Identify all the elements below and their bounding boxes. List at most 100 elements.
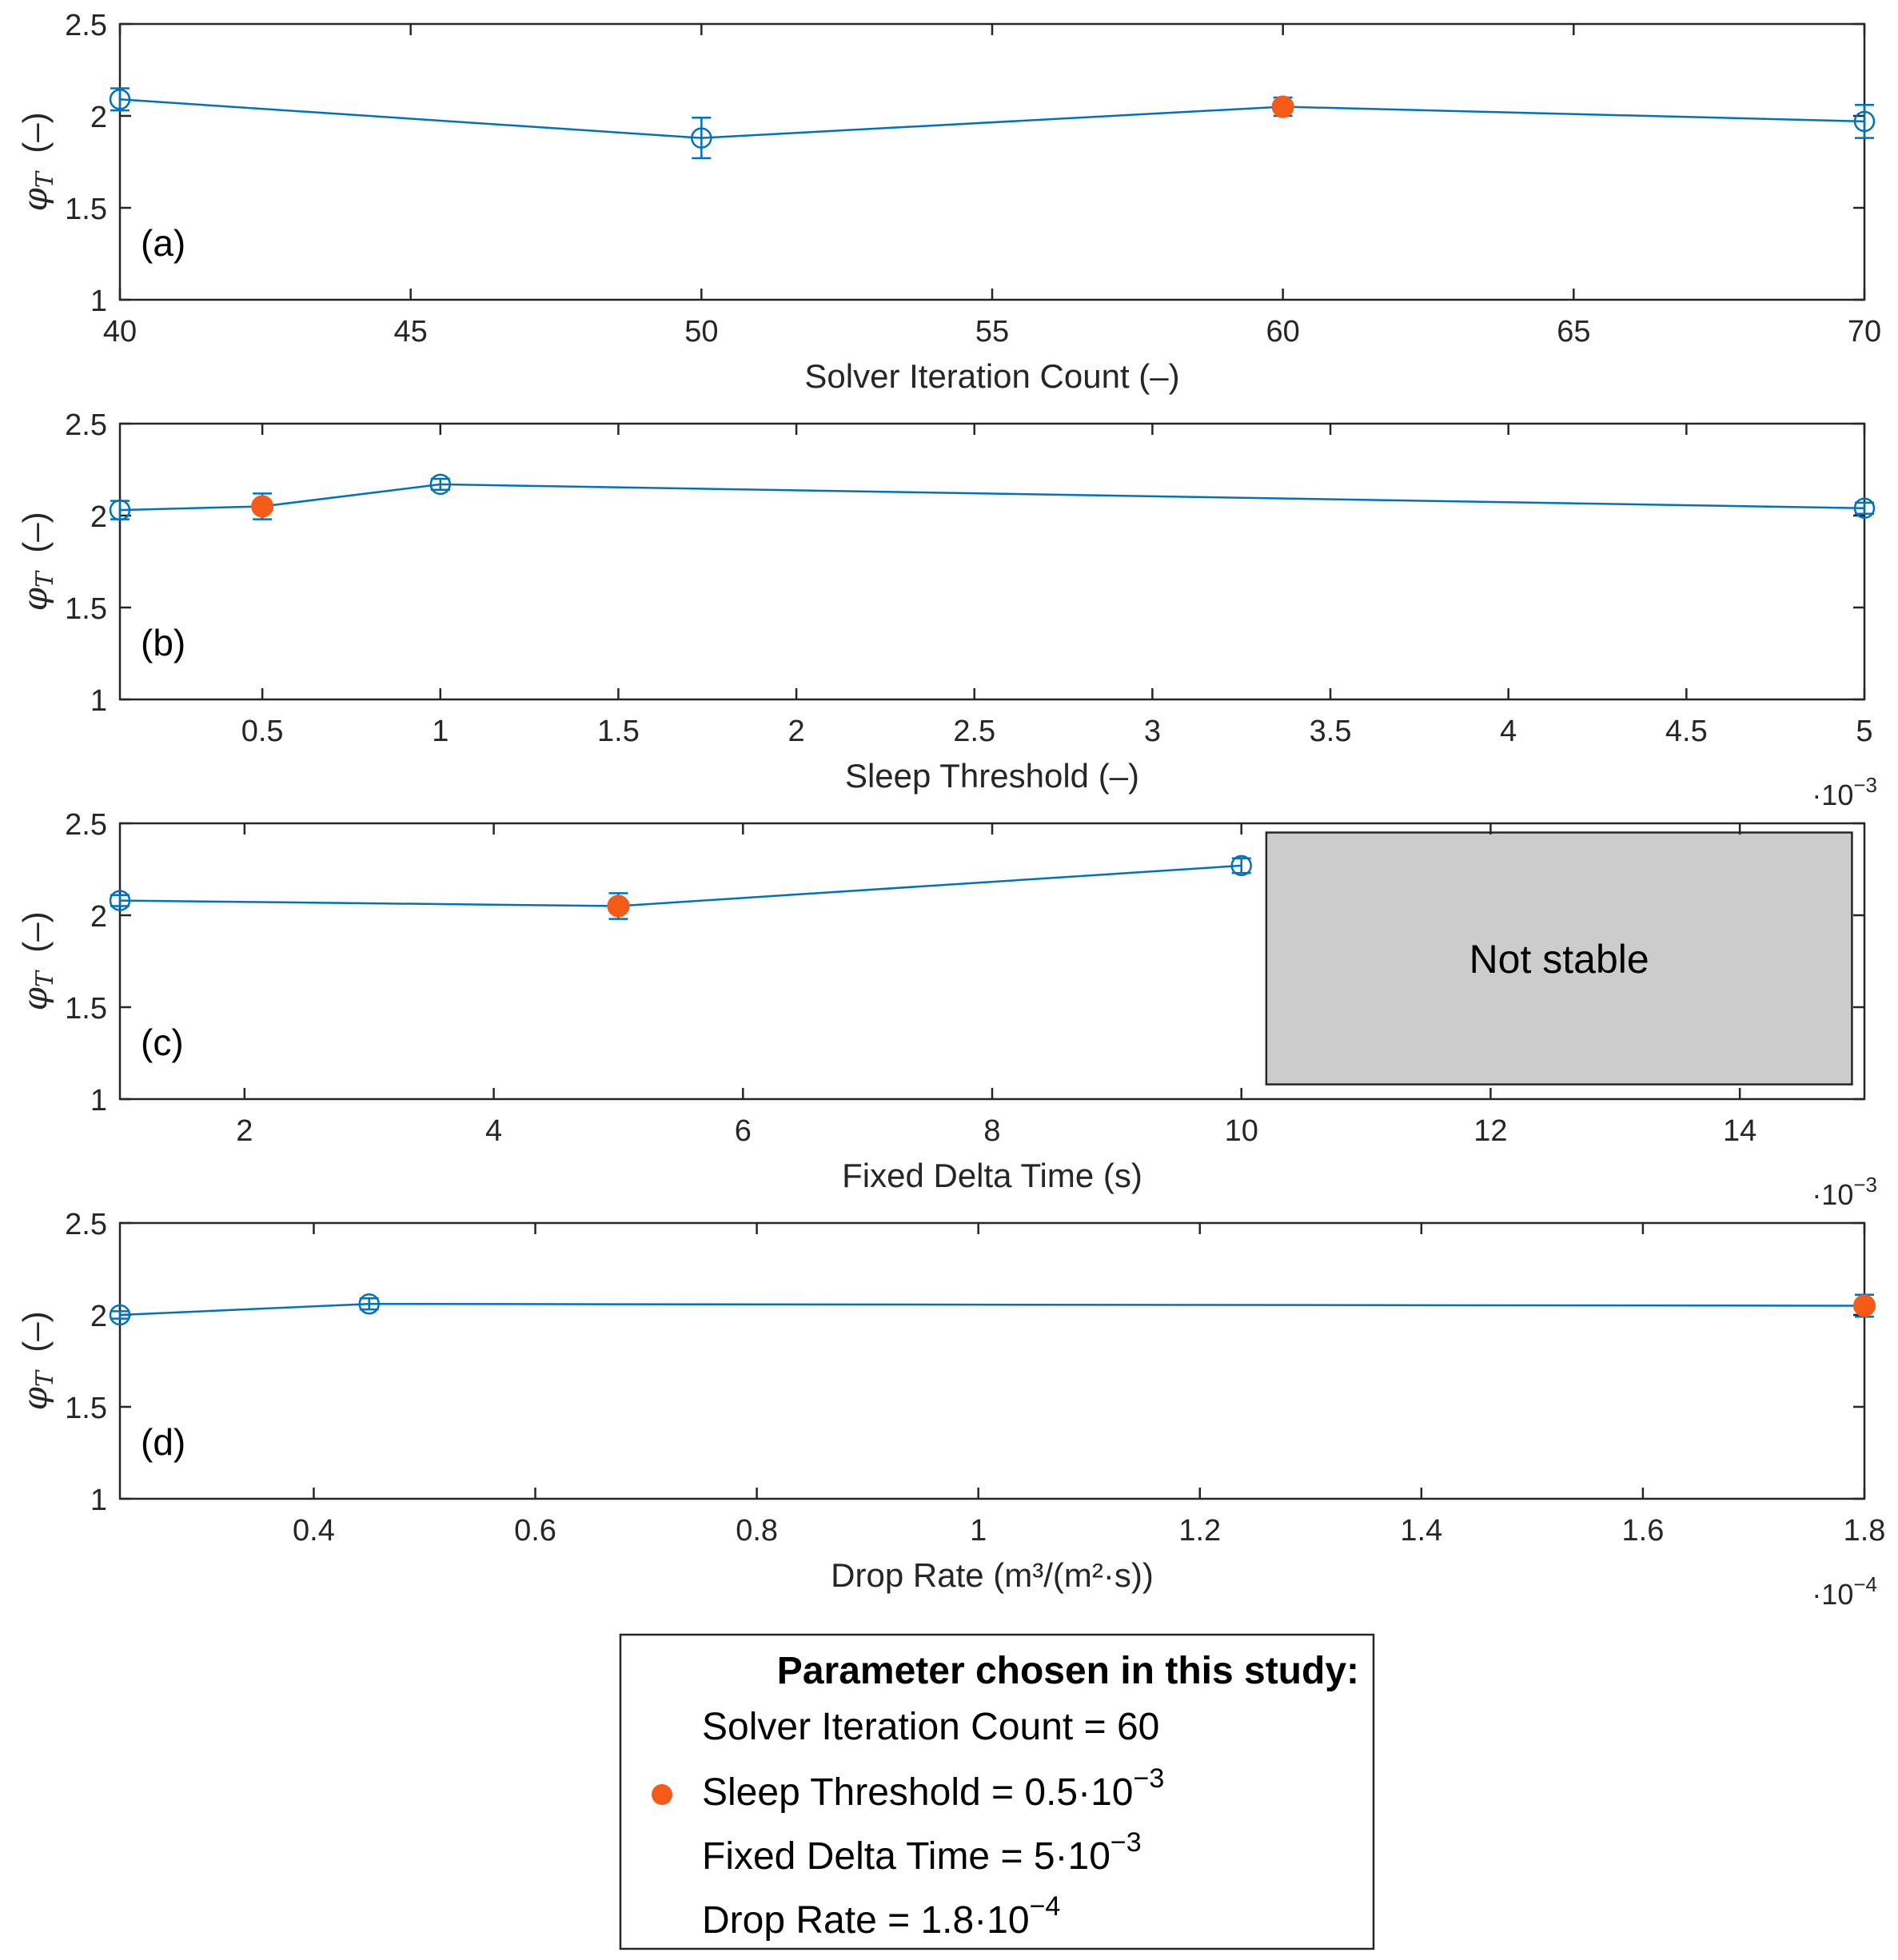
y-tick-label: 2 (90, 900, 107, 934)
legend-box (619, 1633, 1375, 1950)
y-tick-label: 2.5 (65, 1208, 107, 1241)
x-tick-label: 45 (394, 315, 428, 349)
x-tick-label: 1.5 (597, 715, 640, 748)
x-tick-label: 6 (735, 1114, 752, 1148)
y-axis-label: φT (–) (15, 512, 59, 611)
axes-box (118, 1221, 1866, 1500)
data-point (1230, 855, 1252, 877)
legend-entry-drop-exp: −4 (1030, 1891, 1061, 1922)
x-tick-label: 4 (1500, 715, 1517, 748)
data-point (429, 473, 452, 496)
x-tick-label: 1.2 (1178, 1514, 1221, 1548)
unstable-region (1265, 831, 1853, 1086)
y-tick-label: 2.5 (65, 9, 107, 42)
y-tick-label: 2 (90, 101, 107, 134)
legend-entry-solver: Solver Iteration Count = 60 (702, 1706, 1159, 1748)
panel-label: (a) (141, 222, 185, 264)
x-tick-label: 4 (485, 1114, 502, 1148)
y-tick-label: 1 (90, 1084, 107, 1117)
y-tick-label: 1.5 (65, 193, 107, 226)
y-tick-label: 1.5 (65, 1392, 107, 1425)
legend-entry-delta-exp: −3 (1110, 1827, 1142, 1858)
axes-box (118, 22, 1866, 301)
panel-label: (d) (141, 1421, 185, 1463)
x-tick-label: 1.4 (1400, 1514, 1442, 1548)
y-tick-label: 2.5 (65, 808, 107, 842)
x-tick-label: 4.5 (1665, 715, 1708, 748)
x-tick-label: 1 (432, 715, 449, 748)
data-point (109, 89, 131, 110)
legend-chosen-marker (652, 1784, 672, 1805)
x-tick-label: 60 (1266, 315, 1300, 349)
y-tick-label: 1.5 (65, 592, 107, 626)
x-tick-label: 1.8 (1844, 1514, 1886, 1548)
x-tick-label: 40 (103, 315, 137, 349)
series-line (119, 483, 1865, 512)
x-tick-label: 65 (1557, 315, 1590, 349)
y-axis-label: φT (–) (15, 1311, 59, 1410)
data-point (691, 127, 712, 149)
legend-entry-sleep-exp: −3 (1133, 1763, 1164, 1794)
x-tick-label: 0.8 (736, 1514, 778, 1548)
x-tick-label: 70 (1848, 315, 1881, 349)
legend-entry-drop: Drop Rate = 1.8·10−4 (702, 1891, 1060, 1942)
x-axis-label: Sleep Threshold (–) (845, 757, 1139, 795)
axes-box (118, 422, 1866, 701)
x-tick-label: 10 (1225, 1114, 1258, 1148)
x-tick-label: 12 (1473, 1114, 1507, 1148)
x-tick-label: 3.5 (1310, 715, 1352, 748)
x-tick-label: 0.5 (241, 715, 284, 748)
legend-entry-sleep: Sleep Threshold = 0.5·10−3 (702, 1763, 1164, 1814)
x-tick-label: 8 (983, 1114, 1000, 1148)
x-tick-label: 1 (970, 1514, 987, 1548)
y-tick-label: 2 (90, 1300, 107, 1333)
y-tick-label: 2 (90, 500, 107, 534)
panel-d: 1 1.5 2 2.5 0.4 0.6 0.8 1 1.2 1.4 1.6 1.8 Drop Rate … (15, 1208, 1885, 1611)
x-tick-label: 50 (684, 315, 718, 349)
legend-entry-delta: Fixed Delta Time = 5·10−3 (702, 1827, 1142, 1878)
chosen-point (1271, 95, 1294, 118)
x-axis-label: Fixed Delta Time (s) (842, 1157, 1142, 1194)
x-tick-label: 5 (1856, 715, 1872, 748)
x-tick-label: 2 (236, 1114, 253, 1148)
legend-title: Parameter chosen in this study: (777, 1650, 1359, 1692)
panel-a: 1 1.5 2 2.5 40 45 50 55 60 65 70 Solver Iteration C… (15, 9, 1881, 395)
x-tick-label: 2 (788, 715, 805, 748)
y-tick-label: 2.5 (65, 408, 107, 442)
panel-label: (c) (141, 1022, 184, 1063)
chosen-point (1853, 1294, 1876, 1317)
y-tick-label: 1 (90, 684, 107, 718)
x-tick-label: 0.6 (514, 1514, 556, 1548)
unstable-region-label: Not stable (1469, 937, 1649, 982)
x-tick-label: 14 (1723, 1114, 1756, 1148)
x-axis-label: Drop Rate (m³/(m²·s)) (831, 1556, 1154, 1594)
x-tick-label: 0.4 (293, 1514, 335, 1548)
y-tick-label: 1 (90, 1484, 107, 1517)
series-line (119, 1302, 1865, 1317)
data-point (109, 890, 131, 911)
series-line (119, 864, 1242, 907)
x-axis-exponent: ·10−3 (1812, 1173, 1877, 1211)
x-tick-label: 2.5 (953, 715, 995, 748)
chosen-point (607, 894, 630, 918)
data-point (1853, 110, 1876, 133)
data-point (1853, 497, 1876, 520)
data-point (109, 1304, 131, 1326)
x-axis-label: Solver Iteration Count (–) (804, 357, 1179, 395)
panel-b: 1 1.5 2 2.5 0.5 1 1.5 2 2.5 3 3.5 4 4.5 5 Sleep Thresh… (15, 408, 1877, 811)
series-line (119, 98, 1865, 139)
x-axis-exponent: ·10−4 (1812, 1572, 1877, 1611)
data-point (109, 499, 131, 521)
data-point (358, 1293, 380, 1315)
x-tick-label: 1.6 (1622, 1514, 1665, 1548)
x-tick-label: 3 (1144, 715, 1161, 748)
y-tick-label: 1.5 (65, 992, 107, 1026)
y-axis-label: φT (–) (15, 112, 59, 211)
y-axis-label: φT (–) (15, 911, 59, 1010)
x-axis-exponent: ·10−3 (1812, 773, 1877, 811)
chosen-point (251, 495, 274, 518)
x-tick-label: 55 (975, 315, 1009, 349)
y-tick-label: 1 (90, 285, 107, 318)
